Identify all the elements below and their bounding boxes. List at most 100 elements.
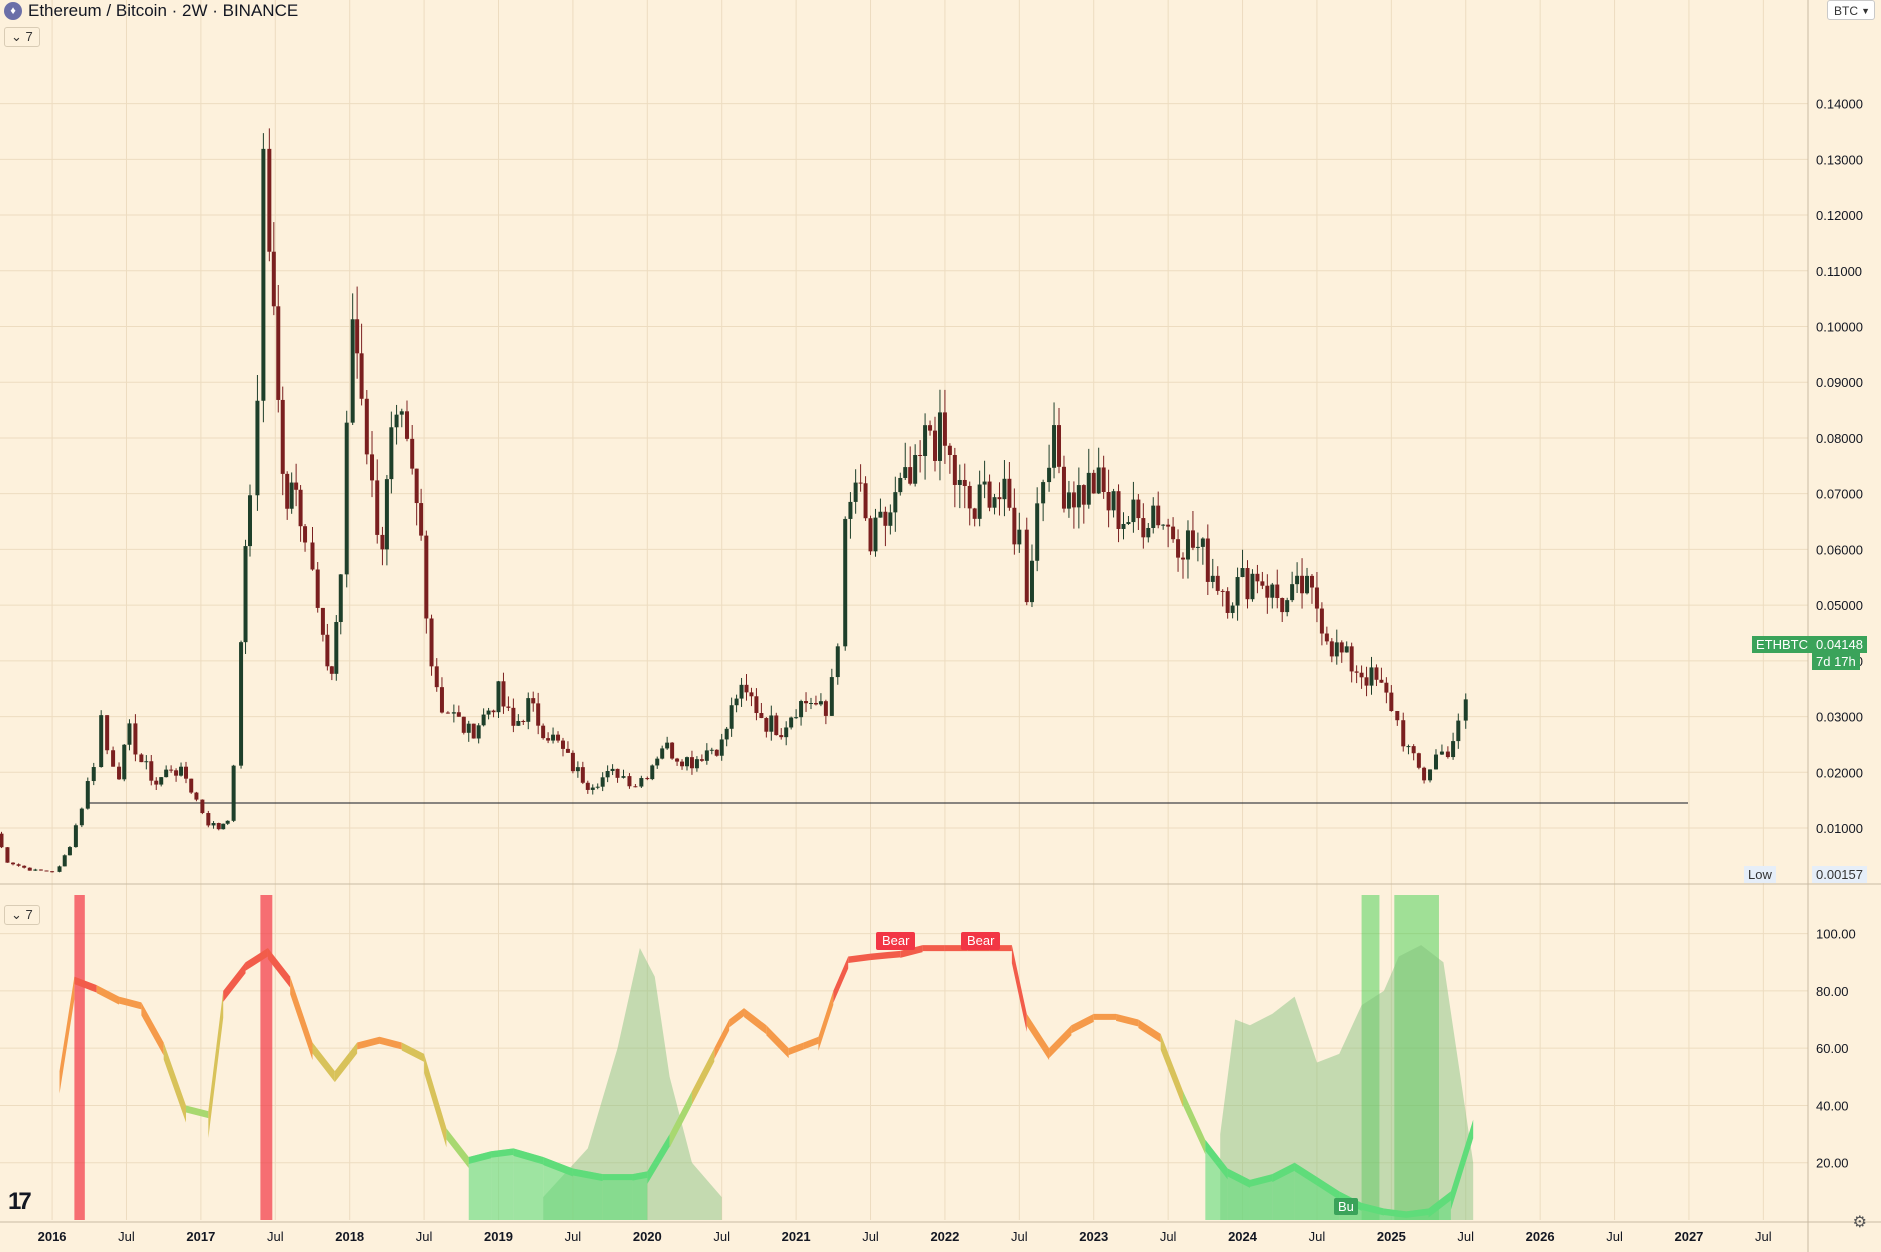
candle-body bbox=[164, 769, 169, 778]
candle-body bbox=[451, 712, 456, 714]
candle-body bbox=[294, 482, 299, 490]
osc-axis-tick: 40.00 bbox=[1816, 1098, 1849, 1113]
candle-body bbox=[744, 684, 749, 693]
candle-body bbox=[310, 542, 315, 570]
time-axis-tick: 2026 bbox=[1526, 1229, 1555, 1244]
candle-body bbox=[338, 574, 343, 622]
time-axis-tick: Jul bbox=[713, 1229, 730, 1244]
candle-body bbox=[1024, 529, 1029, 603]
price-axis-tick: 0.08000 bbox=[1816, 431, 1863, 446]
chart-title: Ethereum / Bitcoin · 2W · BINANCE bbox=[28, 1, 299, 20]
candle-body bbox=[754, 696, 759, 714]
candle-body bbox=[997, 497, 1002, 500]
candle-body bbox=[375, 480, 380, 535]
candle-body bbox=[808, 703, 813, 705]
osc-ribbon-segment bbox=[1049, 1025, 1072, 1059]
candle-body bbox=[570, 752, 575, 772]
candle-body bbox=[1401, 720, 1406, 747]
tradingview-logo-icon[interactable]: 17 bbox=[8, 1188, 32, 1215]
candle-body bbox=[1195, 546, 1200, 548]
candle-body bbox=[987, 481, 992, 508]
osc-area-fill bbox=[1205, 1139, 1228, 1220]
candle-body bbox=[1126, 522, 1131, 524]
candle-body bbox=[389, 427, 394, 480]
candle-body bbox=[127, 723, 132, 745]
candle-body bbox=[903, 467, 908, 478]
candle-body bbox=[1047, 467, 1052, 483]
candle-body bbox=[1329, 641, 1334, 657]
bear-signal-label: Bear bbox=[961, 932, 1001, 950]
gear-icon[interactable]: ⚙ bbox=[1852, 1214, 1867, 1231]
osc-ribbon-segment bbox=[714, 1019, 730, 1060]
candle-body bbox=[639, 778, 644, 787]
osc-pane-collapse[interactable]: ⌄ 7 bbox=[4, 905, 40, 925]
osc-axis-tick: 80.00 bbox=[1816, 984, 1849, 999]
candle-body bbox=[1260, 581, 1265, 586]
candle-body bbox=[1439, 751, 1444, 755]
time-axis-tick: 2021 bbox=[782, 1229, 811, 1244]
osc-ribbon-segment bbox=[163, 1042, 187, 1123]
candle-body bbox=[1411, 746, 1416, 754]
candle-body bbox=[739, 684, 744, 699]
candle-body bbox=[481, 714, 486, 726]
candle-body bbox=[22, 865, 27, 868]
time-axis-tick: 2016 bbox=[38, 1229, 67, 1244]
candle-body bbox=[1057, 425, 1062, 467]
candle-body bbox=[1225, 591, 1230, 613]
osc-ribbon-segment bbox=[922, 945, 945, 952]
candle-body bbox=[1280, 598, 1285, 613]
candle-body bbox=[261, 148, 266, 401]
candle-body bbox=[937, 412, 942, 461]
candle-body bbox=[818, 701, 823, 705]
osc-ribbon-segment bbox=[669, 1091, 692, 1148]
symbol-price-tag: ETHBTC bbox=[1752, 636, 1812, 653]
candle-body bbox=[1300, 575, 1305, 594]
candle-body bbox=[289, 482, 294, 509]
bull-signal-label: Bu bbox=[1334, 1198, 1358, 1215]
candle-body bbox=[466, 723, 471, 733]
candle-body bbox=[491, 710, 496, 713]
time-axis-tick: Jul bbox=[1309, 1229, 1326, 1244]
osc-ribbon-segment bbox=[59, 976, 75, 1094]
time-axis-tick: 2019 bbox=[484, 1229, 513, 1244]
candle-body bbox=[1406, 746, 1411, 748]
candle-body bbox=[1076, 485, 1081, 508]
candle-body bbox=[298, 489, 303, 527]
candle-body bbox=[1463, 699, 1468, 721]
candle-body bbox=[913, 455, 918, 484]
candle-body bbox=[565, 748, 570, 753]
candle-body bbox=[1017, 529, 1022, 545]
candle-body bbox=[724, 728, 729, 740]
candle-body bbox=[359, 353, 364, 399]
candle-body bbox=[1379, 679, 1384, 683]
candle-body bbox=[200, 799, 205, 814]
signal-band bbox=[260, 895, 273, 1220]
signal-band bbox=[1394, 895, 1439, 1220]
ethereum-icon: ♦ bbox=[4, 2, 22, 20]
price-axis-tick: 0.10000 bbox=[1816, 319, 1863, 334]
osc-ribbon-segment bbox=[1138, 1019, 1161, 1043]
candle-body bbox=[942, 412, 947, 446]
candle-body bbox=[1389, 692, 1394, 712]
osc-ribbon-segment bbox=[788, 1042, 804, 1056]
candle-body bbox=[154, 780, 159, 785]
osc-area-fill bbox=[1249, 1174, 1273, 1220]
candle-body bbox=[399, 411, 404, 415]
candle-body bbox=[133, 723, 138, 755]
candle-body bbox=[1215, 575, 1220, 591]
candle-body bbox=[794, 717, 799, 719]
price-axis-tick: 0.12000 bbox=[1816, 208, 1863, 223]
main-pane-collapse[interactable]: ⌄ 7 bbox=[4, 27, 40, 47]
osc-ribbon-segment bbox=[818, 990, 834, 1051]
candle-body bbox=[689, 757, 694, 769]
currency-unit-select[interactable]: BTC ▼ bbox=[1827, 0, 1875, 20]
osc-area-series-2 bbox=[1220, 945, 1474, 1220]
price-axis-tick: 0.07000 bbox=[1816, 487, 1863, 502]
candle-body bbox=[719, 739, 724, 756]
candle-body bbox=[122, 744, 127, 780]
candle-body bbox=[605, 771, 610, 778]
osc-ribbon-segment bbox=[1116, 1013, 1139, 1027]
candle-body bbox=[280, 399, 285, 474]
candle-body bbox=[44, 870, 49, 872]
